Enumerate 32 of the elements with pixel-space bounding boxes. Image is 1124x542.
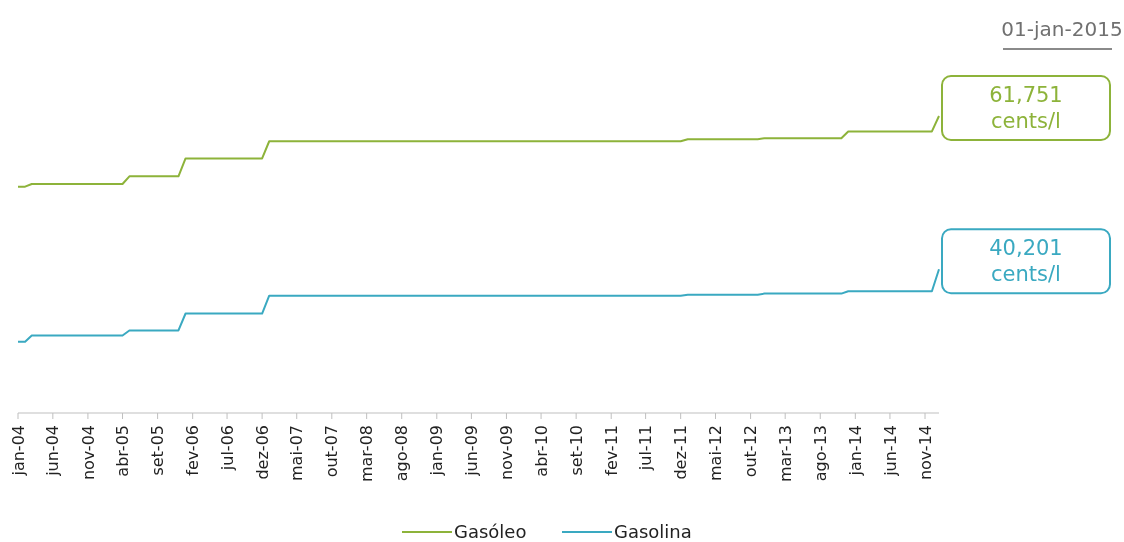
x-tick-label: jun-04 xyxy=(43,425,63,477)
x-tick-label: ago-13 xyxy=(810,425,830,482)
x-tick-label: mai-07 xyxy=(287,425,307,481)
x-tick-label: jun-14 xyxy=(880,425,900,477)
x-tick-label: nov-14 xyxy=(915,425,935,481)
legend-label: Gasóleo xyxy=(454,521,527,542)
x-tick-label: set-05 xyxy=(148,425,168,476)
x-tick-label: dez-11 xyxy=(671,425,691,480)
x-tick-label: jun-09 xyxy=(461,425,481,477)
x-tick-label: set-10 xyxy=(566,425,586,476)
x-tick-label: nov-09 xyxy=(497,425,517,481)
x-tick-label: jul-11 xyxy=(636,425,656,472)
x-tick-label: abr-05 xyxy=(113,425,133,477)
x-tick-label: fev-11 xyxy=(601,425,621,476)
x-tick-label: jan-09 xyxy=(427,425,447,477)
x-tick-label: mai-12 xyxy=(706,425,726,481)
x-tick-label: nov-04 xyxy=(78,425,98,481)
x-tick-label: dez-06 xyxy=(252,425,272,480)
x-tick-label: out-12 xyxy=(741,425,761,478)
annotation: 61,751 cents/l xyxy=(989,83,1063,133)
x-tick-label: jan-14 xyxy=(845,425,865,477)
x-tick-label: jan-04 xyxy=(8,425,28,477)
annotation: 40,201 cents/l xyxy=(989,236,1063,287)
legend-label: Gasolina xyxy=(614,521,692,542)
text: 01-jan-2015 xyxy=(1001,17,1123,41)
x-tick-label: abr-10 xyxy=(531,425,551,477)
x-tick-label: fev-06 xyxy=(183,425,203,476)
x-tick-label: out-07 xyxy=(322,425,342,478)
x-tick-label: mar-08 xyxy=(357,425,377,483)
x-tick-label: ago-08 xyxy=(392,425,412,482)
x-tick-label: mar-13 xyxy=(775,425,795,483)
x-tick-label: jul-06 xyxy=(217,425,237,472)
